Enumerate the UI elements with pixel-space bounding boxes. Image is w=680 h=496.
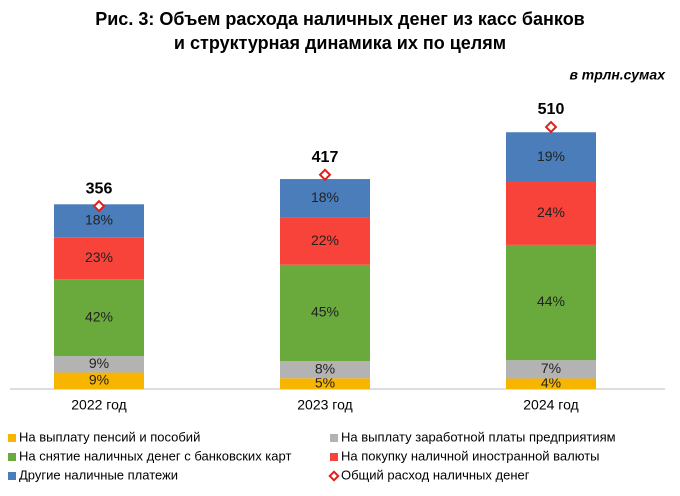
data-label: 23% [85,249,113,265]
data-label: 8% [315,360,335,376]
data-label: 18% [311,189,339,205]
bar-segment [506,360,596,379]
legend-swatch [8,472,16,480]
bar-segment [54,279,144,357]
data-label: 45% [311,304,339,320]
legend-marker [328,470,340,482]
bar-segment [280,361,370,379]
bar-segment [506,378,596,389]
bar-segment [280,378,370,389]
data-label: 9% [89,371,109,387]
bar-segment [280,179,370,218]
legend-label: На выплату заработной платы предприятиям [341,429,616,444]
data-label: 44% [537,293,565,309]
bar-segment [506,182,596,245]
bar-segment [54,356,144,373]
total-label: 356 [86,180,113,197]
data-label: 42% [85,308,113,324]
legend-swatch [8,453,16,461]
total-marker [92,199,106,213]
legend-label: На снятие наличных денег с банковских ка… [19,448,291,463]
bar-segment [506,132,596,183]
bar-segment [54,372,144,389]
chart-title: и структурная динамика их по целям [174,33,506,53]
data-label: 18% [85,211,113,227]
chart-title: Рис. 3: Объем расхода наличных денег из … [95,9,585,29]
x-tick-label: 2022 год [71,397,126,413]
data-label: 5% [315,374,335,390]
data-label: 24% [537,204,565,220]
legend-label: На покупку наличной иностранной валюты [341,448,600,463]
total-label: 510 [538,101,565,118]
x-tick-label: 2024 год [523,397,578,413]
legend-label: Общий расход наличных денег [341,467,530,482]
legend-swatch [330,434,338,442]
total-marker [544,120,558,134]
legend-label: Другие наличные платежи [19,467,178,482]
bar-segment [280,217,370,265]
total-label: 417 [312,149,339,166]
bar-segment [506,244,596,361]
data-label: 9% [89,355,109,371]
bar-segment [54,237,144,280]
unit-label: в трлн.сумах [569,67,666,83]
legend-swatch [330,453,338,461]
legend-label: На выплату пенсий и пособий [19,429,200,444]
legend-swatch [8,434,16,442]
data-label: 19% [537,148,565,164]
x-tick-label: 2023 год [297,397,352,413]
total-marker [318,168,332,182]
data-label: 7% [541,360,561,376]
bar-segment [280,264,370,362]
data-label: 22% [311,232,339,248]
